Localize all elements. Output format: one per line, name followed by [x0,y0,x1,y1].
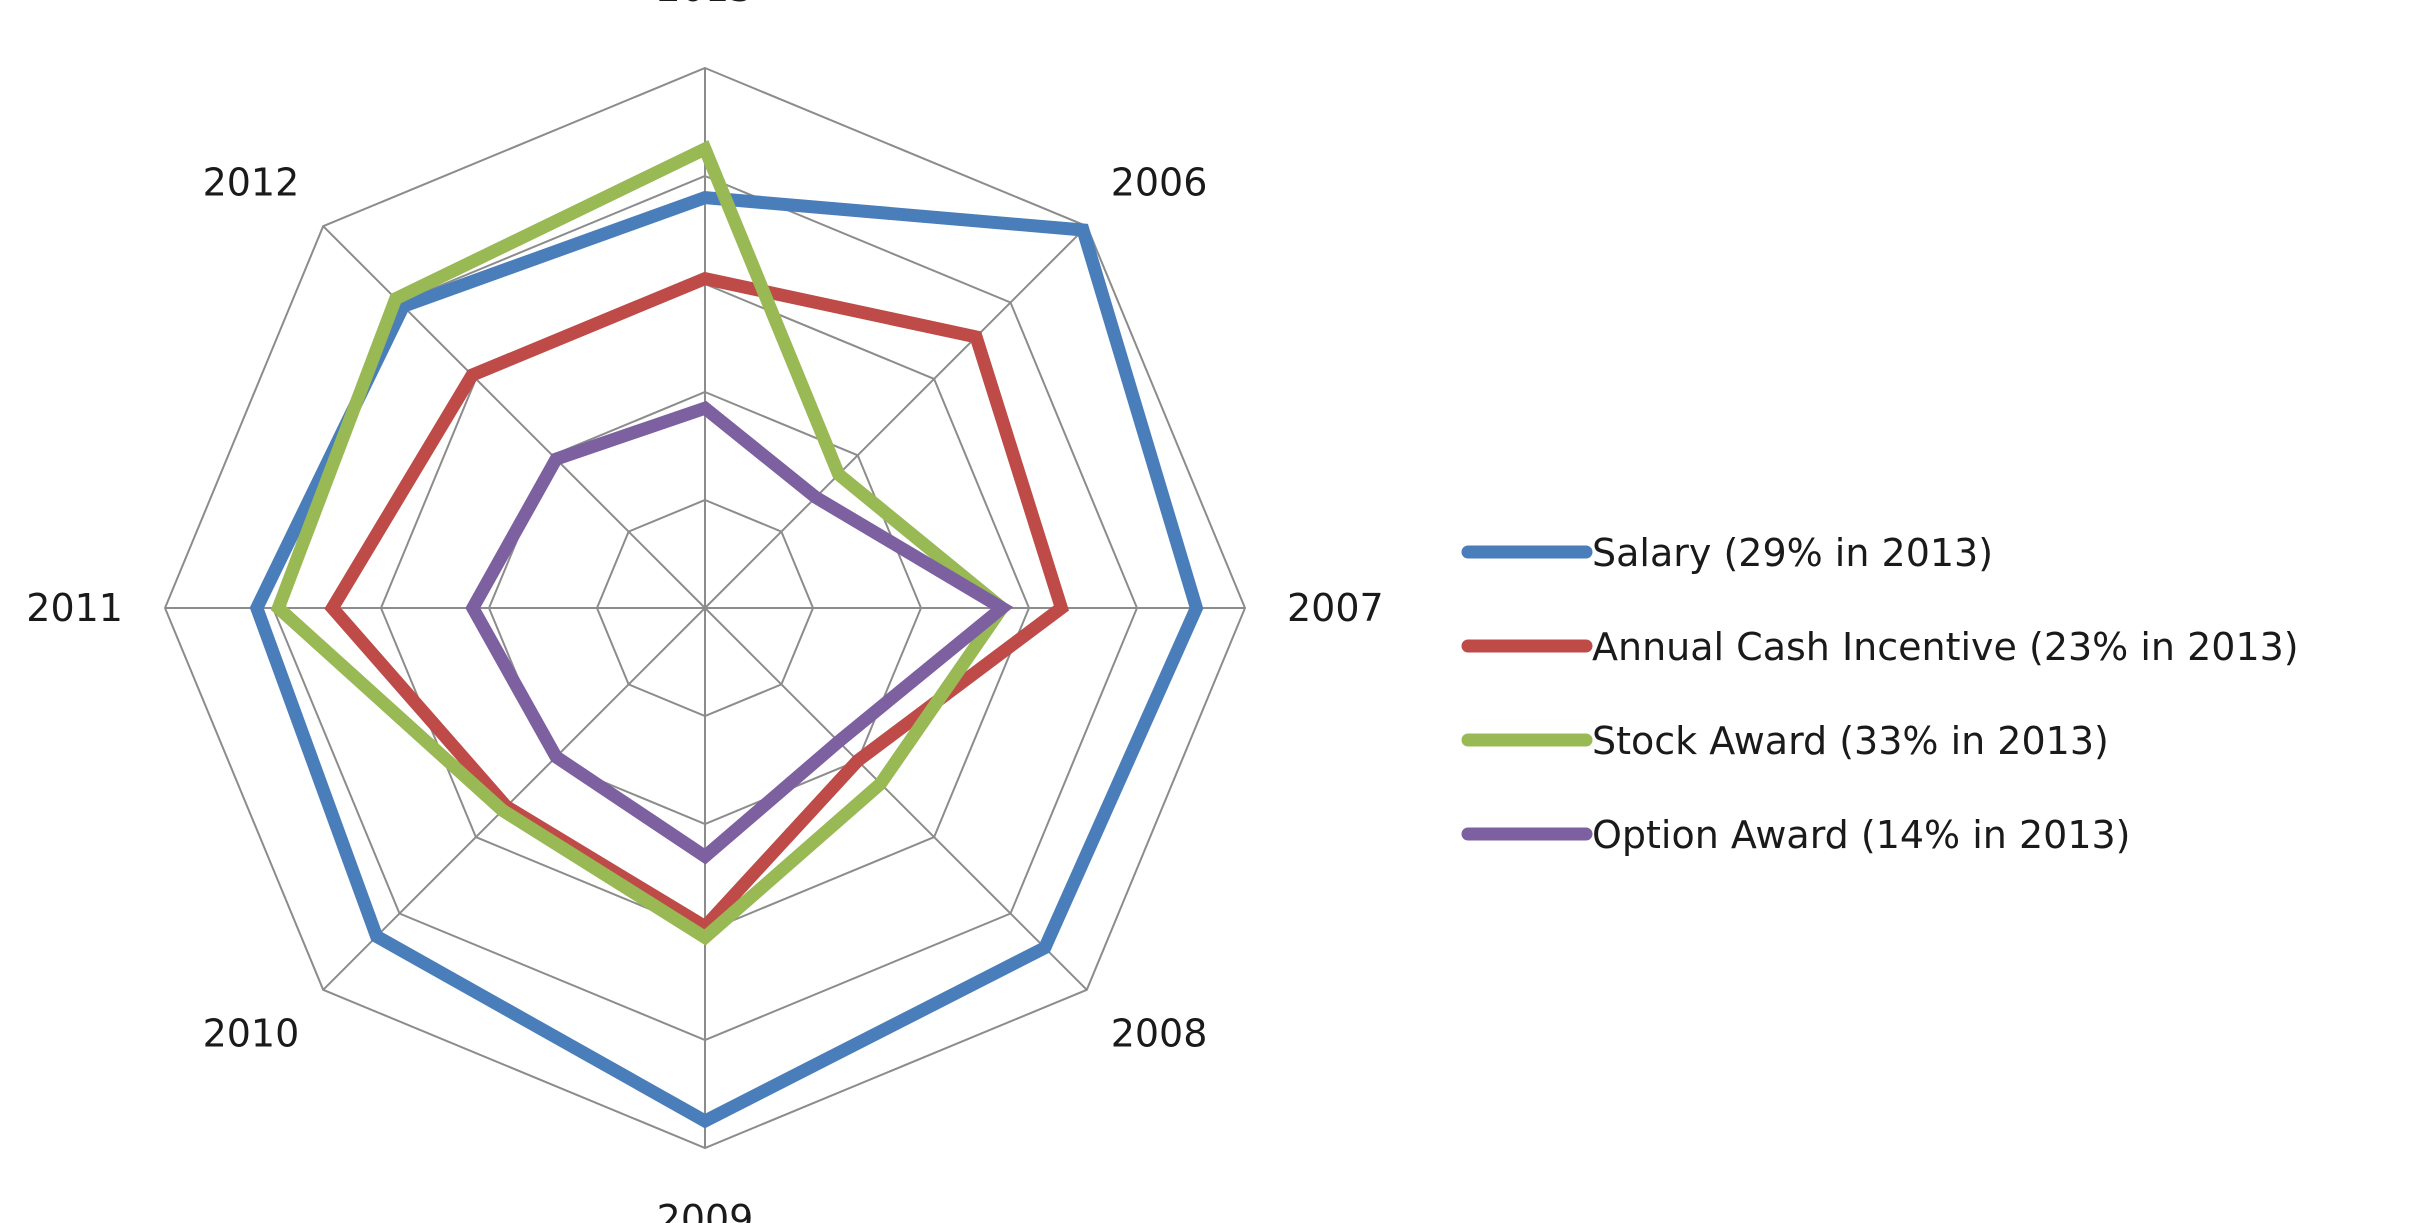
spoke-2006 [704,225,1088,609]
legend-item-3: Stock Award (33% in 2013) [1461,719,2109,763]
grid [163,66,1247,1150]
axis-label-2011: 2011 [26,586,123,630]
series-layer [249,140,1204,1129]
axis-label-2009: 2009 [657,1197,754,1223]
axis-label-2010: 2010 [203,1012,300,1056]
axis-label-2012: 2012 [203,160,300,204]
series-line-1 [249,191,1204,1129]
spoke-2008 [704,607,1088,991]
legend-label: Stock Award (33% in 2013) [1592,719,2109,763]
axis-label-2006: 2006 [1111,160,1208,204]
series-line-3 [270,140,1011,946]
legend-item-2: Annual Cash Incentive (23% in 2013) [1461,625,2299,669]
spoke-2012 [322,225,706,609]
legend-label: Option Award (14% in 2013) [1592,813,2131,857]
spoke-2010 [322,607,706,991]
series-line-2 [324,271,1069,935]
axis-label-2013: 2013 [657,0,754,10]
axis-label-2007: 2007 [1287,586,1384,630]
series-line-4 [465,400,1014,865]
axis-label-2008: 2008 [1111,1012,1208,1056]
legend-label: Annual Cash Incentive (23% in 2013) [1592,625,2299,669]
legend-label: Salary (29% in 2013) [1592,531,1993,575]
axis-labels: 2013 2006 2007 2008 2009 2010 2011 2012 [26,0,1383,1223]
legend: Salary (29% in 2013) Annual Cash Incentiv… [1461,531,2299,857]
legend-item-4: Option Award (14% in 2013) [1461,813,2131,857]
legend-item-1: Salary (29% in 2013) [1461,531,1993,575]
